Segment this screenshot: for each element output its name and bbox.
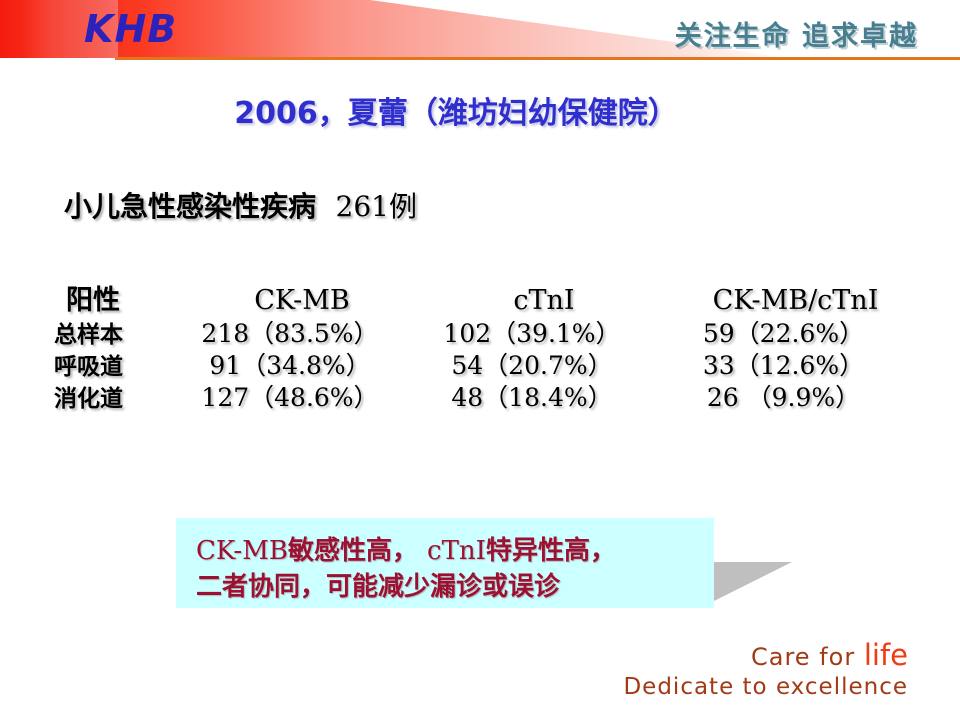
study-subtitle-text: 小儿急性感染性疾病 <box>64 190 317 223</box>
header-band-shape <box>0 0 790 58</box>
conclusion-text-2: 特异性高， <box>485 536 616 566</box>
table-cell-ckmb: 91（34.8%） <box>209 351 371 380</box>
conclusion-text-1: 敏感性高， <box>287 536 418 566</box>
table-header-ckmb-ctni: CK-MB/cTnI <box>712 285 879 316</box>
header-divider-rule <box>115 57 960 60</box>
header-gradient-band <box>0 0 960 58</box>
table-cell-ctni: 102（39.1%） <box>443 319 621 348</box>
footer-tagline-1: Care for life <box>623 640 908 672</box>
table-row: 消化道 127（48.6%） 48（18.4%） 26 （9.9%） <box>54 378 934 412</box>
footer-tagline-2: Dedicate to excellence <box>623 674 908 700</box>
table-row-label: 呼吸道 <box>54 354 123 380</box>
table-cell-ckmb: 127（48.6%） <box>201 383 379 412</box>
table-cell-ckmb-ctni: 26 （9.9%） <box>706 383 861 412</box>
table-row: 呼吸道 91（34.8%） 54（20.7%） 33（12.6%） <box>54 346 934 380</box>
page-title: 2006，夏蕾（潍坊妇幼保健院） <box>0 88 960 132</box>
footer-tagline-prefix: Care for <box>751 643 864 671</box>
table-cell-ckmb-ctni: 59（22.6%） <box>702 319 865 348</box>
table-header-ctni: cTnI <box>513 285 575 316</box>
conclusion-line-2: 二者协同，可能减少漏诊或误诊 <box>196 572 561 602</box>
page-title-text: 2006，夏蕾（潍坊妇幼保健院） <box>234 96 678 131</box>
table-header-row: 阳性 CK-MB cTnI CK-MB/cTnI <box>54 278 934 316</box>
table-header-label: 阳性 <box>66 285 120 316</box>
table-cell-ckmb-ctni: 33（12.6%） <box>702 351 865 380</box>
footer-tagline-highlight: life <box>863 638 908 672</box>
slide-header: KHB 关注生命 追求卓越 <box>0 0 960 66</box>
company-slogan: 关注生命 追求卓越 <box>674 21 918 52</box>
table-cell-ctni: 54（20.7%） <box>451 351 613 380</box>
conclusion-marker-ctni: cTnI <box>427 536 486 566</box>
table-cell-ctni: 48（18.4%） <box>451 383 613 412</box>
khb-logo[interactable]: KHB <box>84 7 178 51</box>
conclusion-callout: CK-MB敏感性高， cTnI特异性高， 二者协同，可能减少漏诊或误诊 <box>176 518 714 608</box>
study-sample-count: 261例 <box>335 190 417 223</box>
table-row-label: 消化道 <box>54 386 123 412</box>
study-subtitle: 小儿急性感染性疾病 261例 <box>64 185 417 225</box>
table-row-label: 总样本 <box>54 322 123 348</box>
brand-footer: Care for life Dedicate to excellence <box>623 640 908 702</box>
conclusion-marker-ckmb: CK-MB <box>196 536 288 566</box>
table-row: 总样本 218（83.5%） 102（39.1%） 59（22.6%） <box>54 314 934 348</box>
conclusion-shadow-triangle <box>700 562 792 608</box>
table-cell-ckmb: 218（83.5%） <box>201 319 379 348</box>
table-header-ckmb: CK-MB <box>254 285 350 316</box>
results-table: 阳性 CK-MB cTnI CK-MB/cTnI 总样本 218（83.5%） … <box>54 278 934 412</box>
conclusion-line-1: CK-MB敏感性高， cTnI特异性高， <box>196 530 616 567</box>
